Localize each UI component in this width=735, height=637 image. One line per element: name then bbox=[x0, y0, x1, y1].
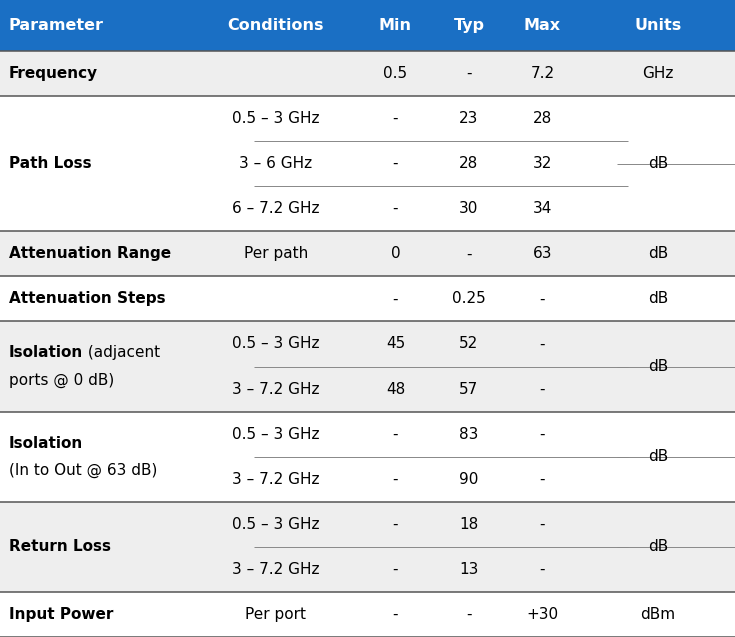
Text: GHz: GHz bbox=[642, 66, 673, 81]
Text: Typ: Typ bbox=[453, 18, 484, 33]
Text: 23: 23 bbox=[459, 111, 478, 126]
Bar bbox=[0, 322, 735, 412]
Text: -: - bbox=[539, 382, 545, 397]
Text: 7.2: 7.2 bbox=[531, 66, 554, 81]
Text: Return Loss: Return Loss bbox=[9, 540, 111, 554]
Text: Input Power: Input Power bbox=[9, 607, 113, 622]
Text: dB: dB bbox=[648, 247, 668, 261]
Text: dB: dB bbox=[648, 291, 668, 306]
Text: (In to Out @ 63 dB): (In to Out @ 63 dB) bbox=[9, 462, 157, 478]
Text: 0.25: 0.25 bbox=[452, 291, 486, 306]
Text: 0: 0 bbox=[390, 247, 401, 261]
Text: Frequency: Frequency bbox=[9, 66, 98, 81]
Text: 32: 32 bbox=[533, 156, 552, 171]
Text: -: - bbox=[392, 562, 398, 577]
Text: 30: 30 bbox=[459, 201, 478, 216]
Text: Conditions: Conditions bbox=[227, 18, 324, 33]
Text: 13: 13 bbox=[459, 562, 478, 577]
Text: Max: Max bbox=[524, 18, 561, 33]
Text: 34: 34 bbox=[533, 201, 552, 216]
Text: -: - bbox=[539, 291, 545, 306]
Text: Isolation: Isolation bbox=[9, 345, 83, 361]
Text: 0.5 – 3 GHz: 0.5 – 3 GHz bbox=[232, 427, 320, 441]
Text: Path Loss: Path Loss bbox=[9, 156, 91, 171]
Text: 0.5 – 3 GHz: 0.5 – 3 GHz bbox=[232, 111, 320, 126]
Text: Units: Units bbox=[634, 18, 681, 33]
Text: 63: 63 bbox=[533, 247, 552, 261]
Text: +30: +30 bbox=[526, 607, 559, 622]
Bar bbox=[0, 96, 735, 231]
Bar bbox=[0, 51, 735, 96]
Text: dB: dB bbox=[648, 449, 668, 464]
Text: dBm: dBm bbox=[640, 607, 675, 622]
Text: -: - bbox=[466, 66, 472, 81]
Text: -: - bbox=[392, 111, 398, 126]
Text: dB: dB bbox=[648, 359, 668, 374]
Bar bbox=[0, 276, 735, 322]
Text: -: - bbox=[392, 156, 398, 171]
Text: -: - bbox=[392, 427, 398, 441]
Text: -: - bbox=[539, 336, 545, 352]
Text: Attenuation Steps: Attenuation Steps bbox=[9, 291, 165, 306]
Bar bbox=[0, 0, 735, 51]
Text: 48: 48 bbox=[386, 382, 405, 397]
Text: 28: 28 bbox=[459, 156, 478, 171]
Text: 83: 83 bbox=[459, 427, 478, 441]
Text: 3 – 7.2 GHz: 3 – 7.2 GHz bbox=[232, 472, 320, 487]
Text: Parameter: Parameter bbox=[9, 18, 104, 33]
Text: -: - bbox=[539, 562, 545, 577]
Text: 3 – 7.2 GHz: 3 – 7.2 GHz bbox=[232, 562, 320, 577]
Text: 0.5: 0.5 bbox=[384, 66, 407, 81]
Text: 0.5 – 3 GHz: 0.5 – 3 GHz bbox=[232, 336, 320, 352]
Text: -: - bbox=[539, 427, 545, 441]
Text: Per port: Per port bbox=[245, 607, 306, 622]
Text: Min: Min bbox=[379, 18, 412, 33]
Text: 6 – 7.2 GHz: 6 – 7.2 GHz bbox=[232, 201, 320, 216]
Text: 57: 57 bbox=[459, 382, 478, 397]
Text: -: - bbox=[539, 472, 545, 487]
Text: ports @ 0 dB): ports @ 0 dB) bbox=[9, 373, 114, 388]
Text: Isolation: Isolation bbox=[9, 436, 83, 450]
Bar bbox=[0, 502, 735, 592]
Text: -: - bbox=[539, 517, 545, 532]
Text: 18: 18 bbox=[459, 517, 478, 532]
Bar bbox=[0, 412, 735, 502]
Text: 0.5 – 3 GHz: 0.5 – 3 GHz bbox=[232, 517, 320, 532]
Text: Attenuation Range: Attenuation Range bbox=[9, 247, 171, 261]
Text: -: - bbox=[466, 247, 472, 261]
Text: dB: dB bbox=[648, 156, 668, 171]
Text: 90: 90 bbox=[459, 472, 478, 487]
Text: -: - bbox=[392, 607, 398, 622]
Text: 28: 28 bbox=[533, 111, 552, 126]
Text: -: - bbox=[466, 607, 472, 622]
Text: 3 – 7.2 GHz: 3 – 7.2 GHz bbox=[232, 382, 320, 397]
Bar bbox=[0, 231, 735, 276]
Text: -: - bbox=[392, 291, 398, 306]
Text: dB: dB bbox=[648, 540, 668, 554]
Bar bbox=[0, 592, 735, 637]
Text: -: - bbox=[392, 201, 398, 216]
Text: -: - bbox=[392, 517, 398, 532]
Text: -: - bbox=[392, 472, 398, 487]
Text: 52: 52 bbox=[459, 336, 478, 352]
Text: (adjacent: (adjacent bbox=[83, 345, 160, 361]
Text: Per path: Per path bbox=[243, 247, 308, 261]
Text: 45: 45 bbox=[386, 336, 405, 352]
Text: 3 – 6 GHz: 3 – 6 GHz bbox=[239, 156, 312, 171]
